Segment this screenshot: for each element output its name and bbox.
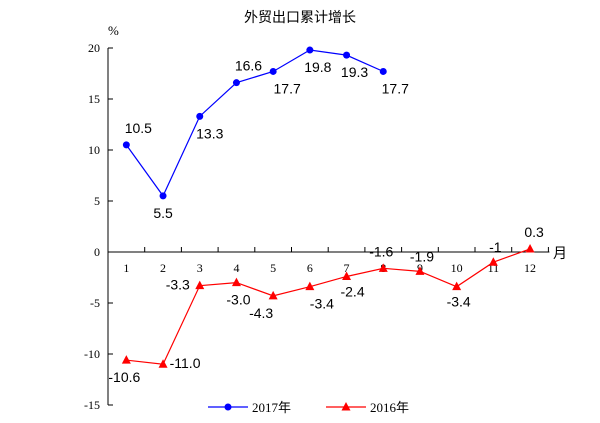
y-tick-label: -10	[84, 347, 100, 361]
x-tick-label: 6	[307, 261, 313, 275]
data-point	[525, 243, 535, 253]
data-point	[122, 141, 130, 149]
data-point	[378, 263, 388, 272]
data-point	[268, 290, 278, 300]
data-label: -2.4	[340, 283, 364, 299]
data-point	[305, 281, 315, 291]
data-label: -3.4	[310, 296, 334, 312]
y-tick-label: 15	[88, 92, 100, 106]
data-label: 5.5	[153, 205, 173, 221]
x-tick-label: 11	[488, 261, 500, 275]
data-point	[342, 271, 352, 280]
legend-marker	[341, 402, 351, 411]
data-point	[231, 277, 241, 287]
data-label: -3.3	[166, 277, 190, 293]
x-tick-label: 4	[233, 261, 239, 275]
data-point	[158, 359, 168, 368]
x-tick-label: 2	[160, 261, 166, 275]
data-label: 19.3	[341, 64, 368, 80]
series-line	[125, 49, 384, 198]
x-tick-label: 5	[270, 261, 276, 275]
data-point	[306, 46, 314, 54]
legend-item: 2016年	[326, 400, 409, 415]
data-label: 19.8	[304, 59, 331, 75]
data-label: 13.3	[196, 125, 223, 141]
data-label: -3.0	[226, 292, 250, 308]
data-point	[343, 51, 351, 59]
legend-label: 2016年	[370, 400, 409, 415]
x-axis-unit: 月	[553, 246, 567, 262]
data-point	[488, 257, 498, 266]
data-point	[195, 280, 205, 290]
y-tick-label: 0	[94, 245, 100, 259]
data-label: 0.3	[524, 224, 544, 240]
series-2017年: 10.55.513.316.617.719.8 19.317.7	[122, 46, 409, 221]
x-tick-label: 7	[344, 261, 350, 275]
data-point	[452, 281, 462, 291]
data-point	[269, 67, 277, 75]
data-label: -4.3	[249, 305, 273, 321]
data-label: -1.9	[410, 248, 434, 264]
x-tick-label: 12	[524, 261, 536, 275]
data-label: -3.4	[447, 294, 471, 310]
y-tick-label: -15	[84, 398, 100, 412]
y-tick-label: 10	[88, 143, 100, 157]
y-axis-unit: %	[108, 23, 119, 38]
y-tick-label: 5	[94, 194, 100, 208]
data-label: -10.6	[108, 369, 140, 385]
data-point	[196, 112, 204, 120]
x-tick-label: 3	[197, 261, 203, 275]
data-point	[121, 355, 131, 364]
chart-title: 外贸出口累计增长	[244, 10, 356, 26]
series-2016年: -10.6 -11.0 -3.3 -3.0-4.3 -3.4 -2.4 -1.6 -1.9 -3…	[108, 224, 544, 385]
x-tick-label: 1	[123, 261, 129, 275]
data-point	[415, 266, 425, 275]
legend-label: 2017年	[252, 400, 291, 415]
data-point	[379, 67, 387, 75]
data-label: 17.7	[382, 80, 409, 96]
y-tick-label: -5	[90, 296, 100, 310]
y-tick-label: 20	[88, 41, 100, 55]
data-point	[232, 79, 240, 87]
legend-marker	[224, 403, 232, 411]
data-label: 10.5	[125, 120, 152, 136]
data-label: 17.7	[274, 80, 301, 96]
data-label: 16.6	[235, 58, 262, 74]
data-point	[159, 192, 167, 200]
series-line	[126, 248, 531, 365]
legend-item: 2017年	[208, 400, 291, 415]
data-label: -11.0	[170, 355, 201, 371]
x-tick-label: 10	[451, 261, 463, 275]
data-label: -1.6	[369, 243, 393, 259]
data-label: -1	[489, 239, 502, 255]
